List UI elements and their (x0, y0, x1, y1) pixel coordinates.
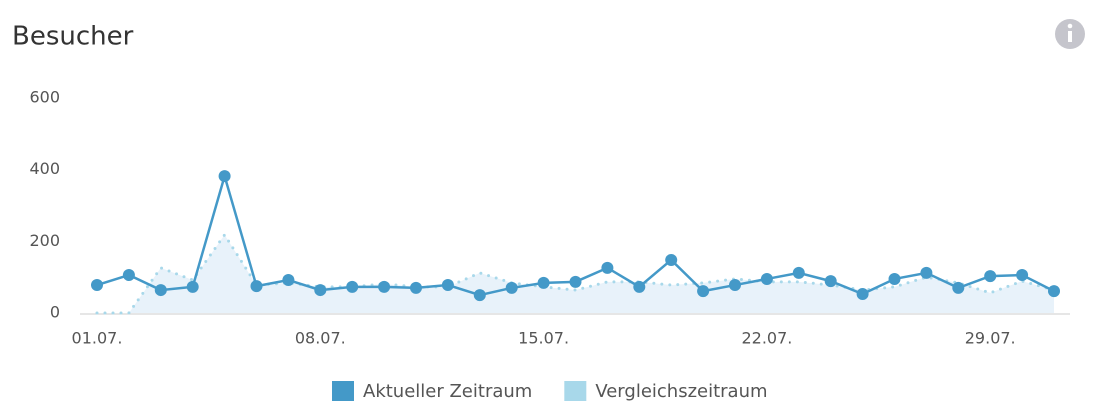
x-tick-label: 08.07. (295, 329, 346, 348)
y-tick-label: 0 (50, 303, 60, 322)
current-point (856, 288, 869, 301)
current-point (601, 261, 614, 274)
current-point (473, 289, 486, 302)
current-point (729, 279, 741, 292)
current-point (824, 275, 837, 288)
current-point (410, 281, 422, 294)
current-point (888, 272, 901, 285)
current-point (218, 170, 231, 183)
current-point (154, 284, 167, 297)
current-point (346, 280, 359, 293)
current-point (314, 284, 327, 297)
y-tick-label: 200 (29, 231, 60, 250)
legend-swatch (564, 381, 587, 401)
current-point (633, 280, 646, 293)
legend-label: Aktueller Zeitraum (363, 381, 532, 402)
legend-swatch (332, 381, 354, 401)
current-point (1016, 269, 1029, 282)
y-tick-label: 400 (29, 159, 60, 178)
info-icon[interactable] (1055, 19, 1085, 49)
current-point (1048, 285, 1060, 298)
current-point (697, 285, 710, 298)
current-point (952, 281, 965, 294)
x-tick-label: 15.07. (518, 329, 569, 348)
current-point (505, 281, 518, 294)
x-tick-label: 29.07. (965, 329, 1016, 348)
x-tick-label: 22.07. (741, 329, 792, 348)
current-point (250, 280, 263, 293)
x-tick-label: 01.07. (72, 329, 123, 348)
current-point (792, 266, 805, 279)
current-point (537, 276, 550, 289)
chart-title: Besucher (12, 22, 134, 52)
current-point (122, 269, 135, 282)
comparison-area (97, 234, 1054, 313)
current-point (282, 274, 295, 287)
current-point (984, 270, 997, 283)
current-point (441, 279, 454, 292)
comparison-line (95, 232, 1056, 315)
current-point (91, 279, 103, 292)
current-point (665, 253, 678, 266)
legend-label: Vergleichszeitraum (595, 381, 767, 402)
current-point (569, 275, 582, 288)
current-point (920, 266, 933, 279)
current-point (760, 272, 773, 285)
current-point (186, 280, 199, 293)
y-tick-label: 600 (29, 88, 60, 107)
current-point (378, 280, 391, 293)
